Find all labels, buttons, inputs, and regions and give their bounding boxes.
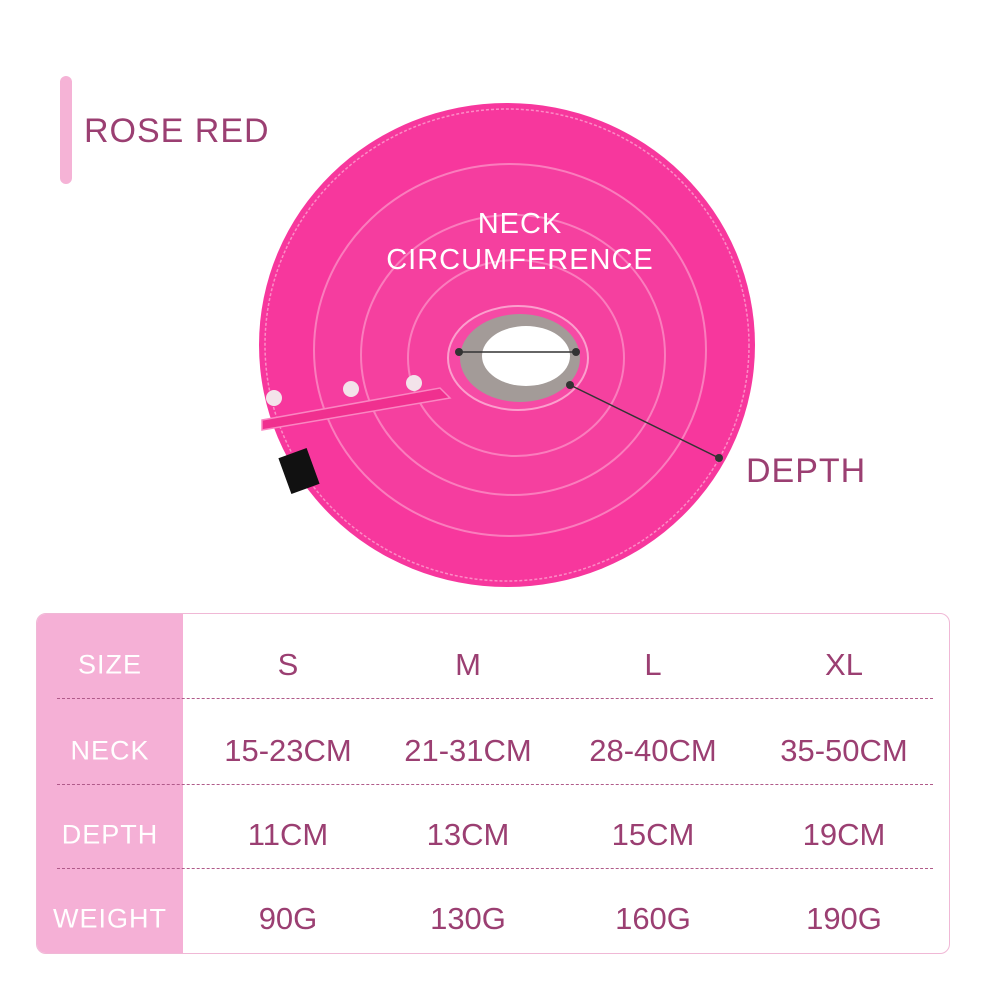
table-cell: 90G [258,901,318,936]
neck-circumference-label: NECK CIRCUMFERENCE [386,208,654,276]
table-cell: 11CM [247,817,329,852]
table-cell: XL [825,647,863,682]
divider [57,868,933,869]
table-cell: 21-31CM [404,733,532,768]
collar-image [259,103,755,587]
table-cell: L [644,647,662,682]
table-cell: 35-50CM [780,733,908,768]
table-header-column [37,614,183,953]
brand-tag [278,448,320,494]
table-cell: 13CM [426,817,510,852]
size-table: SIZE S M L XL NECK 15-23CM 21-31CM 28-40CM 35-50C… [36,613,950,954]
table-cell: 15-23CM [224,733,352,768]
row-label: WEIGHT [53,903,167,934]
table-cell: 130G [430,901,506,936]
table-cell: 19CM [802,817,886,852]
row-label: SIZE [77,649,143,680]
row-label: NECK [70,735,150,766]
row-label: DEPTH [61,819,159,850]
color-name: ROSE RED [84,112,270,150]
table-cell: 160G [615,901,691,936]
divider [57,784,933,785]
table-cell: 15CM [611,817,695,852]
table-cell: M [455,647,481,682]
table-cell: S [277,647,299,682]
accent-bar [60,76,72,184]
divider [57,698,933,699]
table-cell: 190G [806,901,882,936]
table-cell: 28-40CM [589,733,717,768]
depth-label: DEPTH [746,452,867,490]
